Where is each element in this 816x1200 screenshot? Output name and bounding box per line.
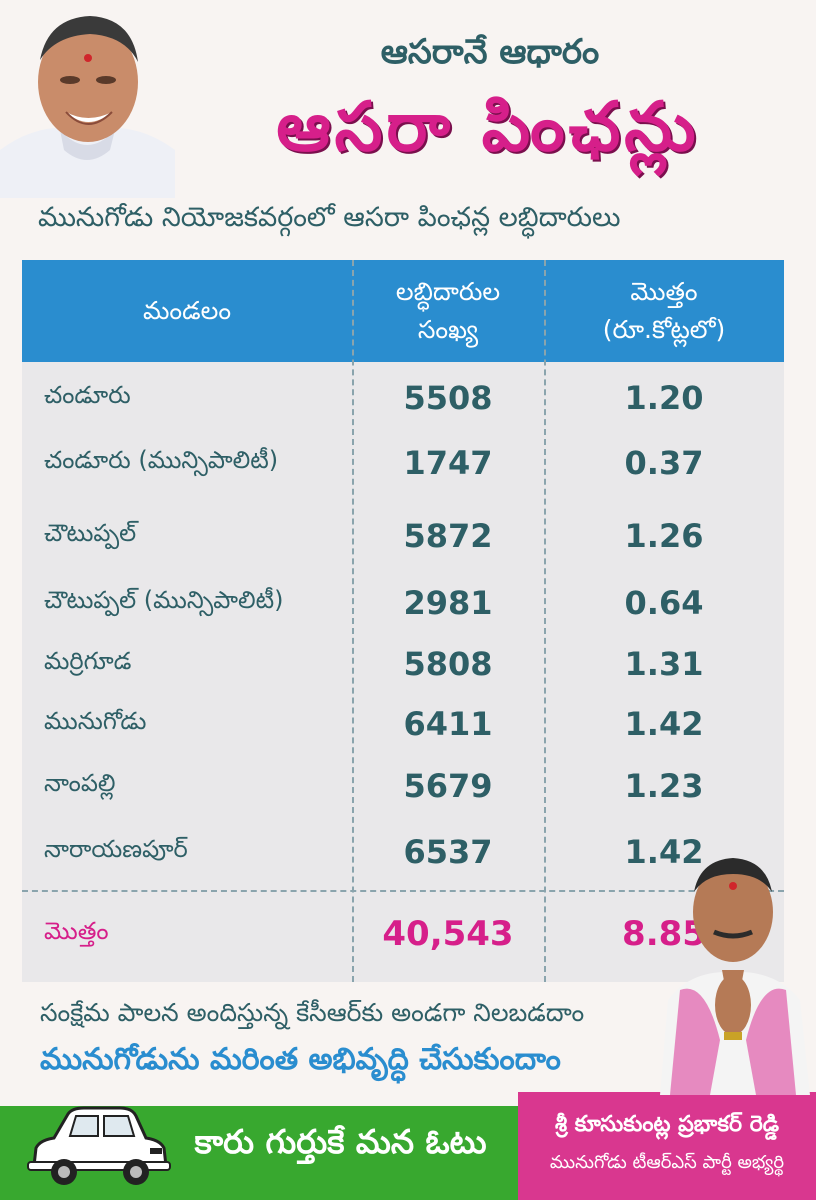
candidate-portrait — [660, 858, 810, 1095]
table-row: నాంపల్లి 5679 1.23 — [22, 756, 784, 816]
column-divider — [544, 260, 546, 982]
row-amount: 1.20 — [624, 379, 704, 417]
row-mandal: మునుగోడు — [44, 707, 147, 735]
candidate-band — [518, 1092, 816, 1200]
row-count: 2981 — [403, 584, 493, 622]
row-amount: 1.31 — [624, 645, 704, 683]
row-count: 1747 — [403, 444, 493, 482]
row-mandal: మర్రిగూడ — [44, 647, 132, 675]
table-row: నారాయణపూర్ 6537 1.42 — [22, 822, 784, 882]
table-row: చండూరు (మున్సిపాలిటీ) 1747 0.37 — [22, 433, 784, 493]
column-divider — [352, 260, 354, 982]
header-title: ఆసరా పింఛన్లు — [276, 88, 700, 167]
party-slogan: కారు గుర్తుకే మన ఓటు — [194, 1122, 487, 1161]
row-count: 5872 — [403, 517, 493, 555]
row-count: 5679 — [403, 767, 493, 805]
header-subtitle: ఆసరానే ఆధారం — [380, 32, 600, 72]
total-count: 40,543 — [382, 914, 514, 954]
table-row: చండూరు 5508 1.20 — [22, 368, 784, 428]
row-amount: 1.42 — [624, 833, 704, 871]
row-amount: 1.23 — [624, 767, 704, 805]
row-amount: 1.42 — [624, 705, 704, 743]
footer-line2: మునుగోడును మరింత అభివృద్ధి చేసుకుందాం — [40, 1042, 561, 1077]
row-amount: 1.26 — [624, 517, 704, 555]
table-row: చౌటుప్పల్ 5872 1.26 — [22, 506, 784, 566]
row-mandal: నారాయణపూర్ — [44, 835, 188, 863]
row-count: 5808 — [403, 645, 493, 683]
beneficiary-table: మండలం లబ్ధిదారుల సంఖ్య మొత్తం (రూ.కోట్లల… — [22, 260, 784, 982]
row-mandal: చౌటుప్పల్ — [44, 519, 137, 547]
header-beneficiaries: లబ్ధిదారుల సంఖ్య — [352, 260, 544, 362]
header-amount-line1: మొత్తం — [630, 277, 698, 306]
row-mandal: చండూరు — [44, 381, 131, 409]
total-amount: 8.85 — [622, 914, 706, 954]
header-mandal-label: మండలం — [142, 296, 232, 325]
table-row: మర్రిగూడ 5808 1.31 — [22, 634, 784, 694]
row-mandal: చౌటుప్పల్ (మున్సిపాలిటీ) — [44, 586, 284, 614]
row-count: 5508 — [403, 379, 493, 417]
candidate-role: మునుగోడు టీఆర్ఎస్ పార్టీ అభ్యర్థి — [549, 1152, 785, 1173]
header-mandal: మండలం — [22, 260, 352, 362]
row-amount: 0.64 — [624, 584, 704, 622]
header-amount: మొత్తం (రూ.కోట్లలో) — [544, 260, 784, 362]
total-row: మొత్తం 40,543 8.85 — [22, 904, 784, 964]
table-row: చౌటుప్పల్ (మున్సిపాలిటీ) 2981 0.64 — [22, 573, 784, 633]
header-beneficiaries-line2: సంఖ్య — [417, 315, 479, 344]
intro-text: మునుగోడు నియోజకవర్గంలో ఆసరా పింఛన్ల లబ్ధ… — [38, 202, 621, 233]
table-row: మునుగోడు 6411 1.42 — [22, 694, 784, 754]
row-count: 6411 — [403, 705, 493, 743]
row-count: 6537 — [403, 833, 493, 871]
total-label: మొత్తం — [44, 917, 109, 945]
header-beneficiaries-line1: లబ్ధిదారుల — [395, 277, 501, 306]
leader-portrait — [0, 0, 175, 198]
total-divider — [22, 890, 784, 892]
footer-line1: సంక్షేమ పాలన అందిస్తున్న కేసీఆర్‌కు అండగ… — [40, 998, 585, 1027]
row-mandal: నాంపల్లి — [44, 769, 116, 797]
table-header: మండలం లబ్ధిదారుల సంఖ్య మొత్తం (రూ.కోట్లల… — [22, 260, 784, 362]
header-amount-line2: (రూ.కోట్లలో) — [602, 315, 726, 344]
row-mandal: చండూరు (మున్సిపాలిటీ) — [44, 446, 279, 474]
car-icon — [27, 1106, 171, 1185]
candidate-name: శ్రీ కూసుకుంట్ల ప్రభాకర్ రెడ్డి — [554, 1112, 780, 1137]
row-amount: 0.37 — [624, 444, 704, 482]
